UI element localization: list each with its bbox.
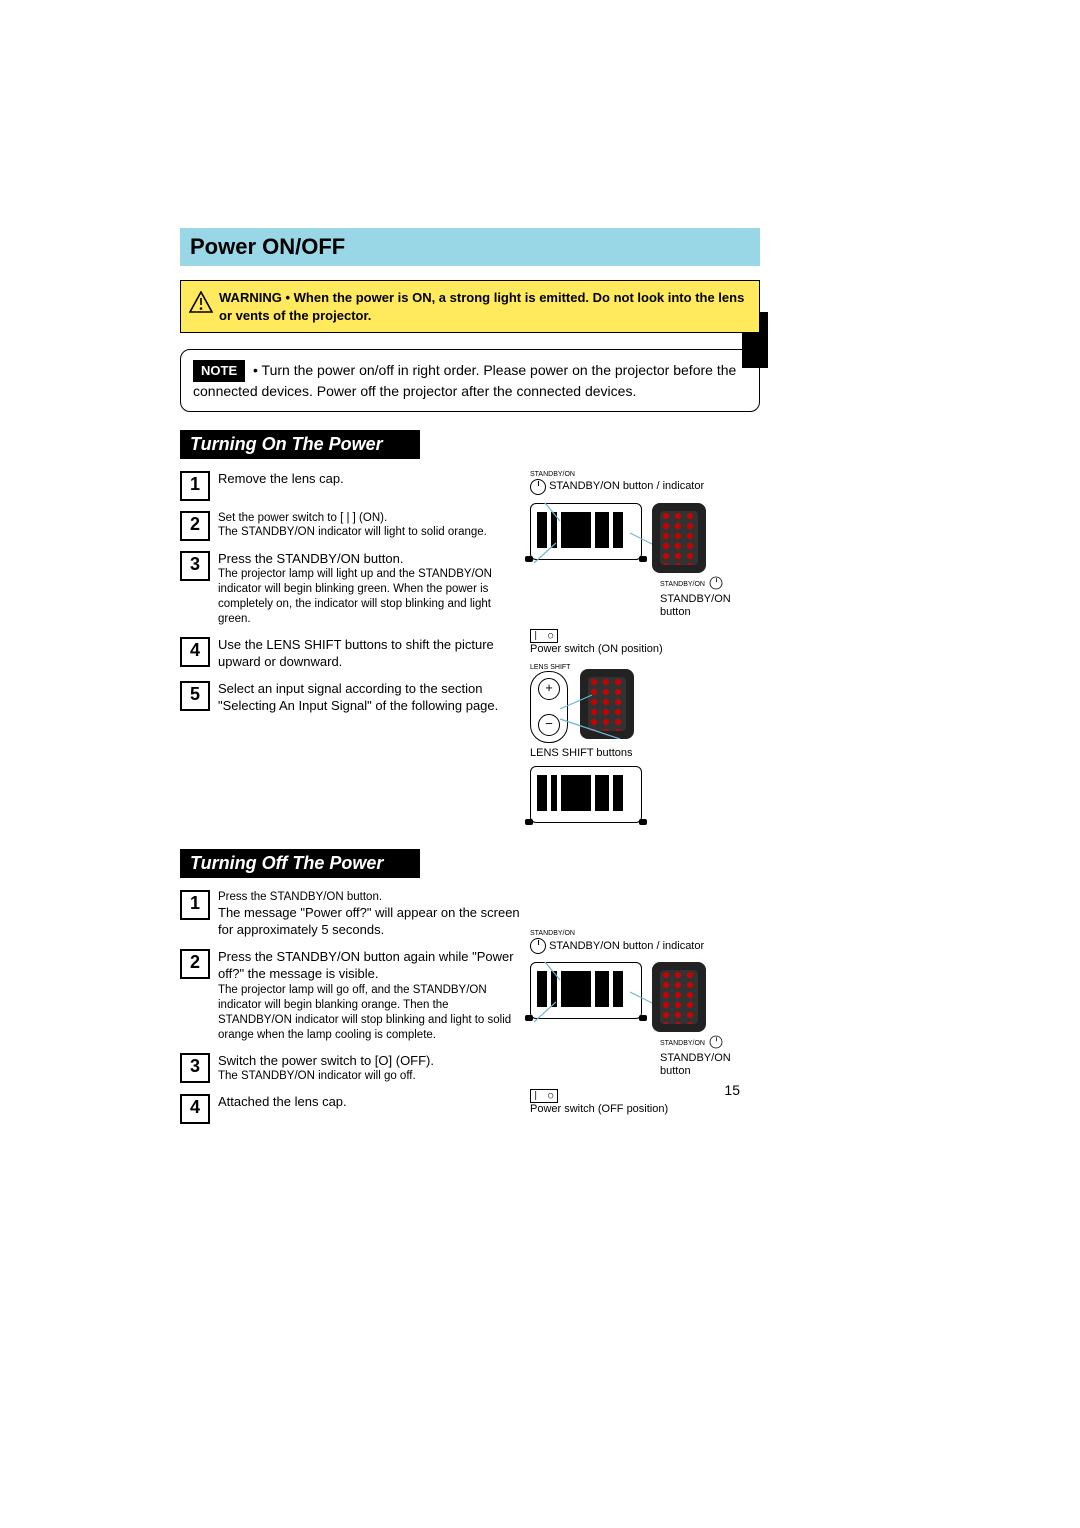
page-title: Power ON/OFF [180,228,760,266]
note-label: NOTE [193,360,245,382]
step-off-2: 2 Press the STANDBY/ON button again whil… [180,949,520,1043]
remote-icon [580,669,634,739]
step-text: Switch the power switch to [O] (OFF). Th… [218,1053,434,1085]
on-steps: 1 Remove the lens cap. 2 Set the power s… [180,467,520,832]
step-on-1: 1 Remove the lens cap. [180,471,520,501]
warning-text: WARNING • When the power is ON, a strong… [219,289,749,324]
standby-tiny-label: STANDBY/ON [530,930,575,937]
step-number: 3 [180,1053,210,1083]
standby-indicator-label: STANDBY/ON button / indicator [549,940,704,952]
standby-indicator-label: STANDBY/ON button / indicator [549,480,704,492]
remote-icon [652,503,706,573]
warning-box: WARNING • When the power is ON, a strong… [180,280,760,333]
step-text: Use the LENS SHIFT buttons to shift the … [218,637,520,671]
standby-icon [710,576,723,589]
projector-icon [530,766,642,823]
section-heading-off: Turning Off The Power [180,849,420,878]
step-number: 3 [180,551,210,581]
step-off-4: 4 Attached the lens cap. [180,1094,520,1124]
step-number: 1 [180,471,210,501]
content-area: Power ON/OFF WARNING • When the power is… [180,228,760,1134]
step-text: Attached the lens cap. [218,1094,347,1111]
standby-icon [530,938,546,954]
standby-icon [530,479,546,495]
standby-icon [710,1036,723,1049]
step-number: 4 [180,1094,210,1124]
projector-icon [530,962,642,1019]
step-text: Set the power switch to [ | ] (ON). The … [218,511,487,541]
standby-tiny-label: STANDBY/ON [660,580,705,587]
note-text: • Turn the power on/off in right order. … [193,362,736,399]
step-number: 2 [180,511,210,541]
step-text: Press the STANDBY/ON button. The message… [218,890,520,939]
step-number: 5 [180,681,210,711]
step-text: Press the STANDBY/ON button. The project… [218,551,520,628]
step-text: Remove the lens cap. [218,471,344,488]
standby-button-label: STANDBY/ON button [660,1052,740,1078]
step-off-1: 1 Press the STANDBY/ON button. The messa… [180,890,520,939]
step-number: 4 [180,637,210,667]
step-on-2: 2 Set the power switch to [ | ] (ON). Th… [180,511,520,541]
on-columns: 1 Remove the lens cap. 2 Set the power s… [180,467,760,832]
standby-tiny-label: STANDBY/ON [660,1040,705,1047]
power-switch-label: Power switch (OFF position) [530,1103,668,1115]
off-columns: 1 Press the STANDBY/ON button. The messa… [180,886,760,1134]
lens-shift-icon: +− [530,671,568,743]
step-number: 2 [180,949,210,979]
standby-button-label: STANDBY/ON button [660,593,740,619]
warning-body: • When the power is ON, a strong light i… [219,290,744,323]
power-switch-icon: | ○ [530,629,558,643]
step-text: Press the STANDBY/ON button again while … [218,949,520,1043]
on-illustration: STANDBY/ON STANDBY/ON button / indicator [520,467,760,832]
standby-tiny-label: STANDBY/ON [530,471,575,478]
lens-shift-tiny-label: LENS SHIFT [530,664,570,671]
page-number: 15 [724,1082,740,1098]
step-on-5: 5 Select an input signal according to th… [180,681,520,715]
power-switch-label: Power switch (ON position) [530,643,663,655]
step-on-4: 4 Use the LENS SHIFT buttons to shift th… [180,637,520,671]
step-on-3: 3 Press the STANDBY/ON button. The proje… [180,551,520,628]
step-off-3: 3 Switch the power switch to [O] (OFF). … [180,1053,520,1085]
lens-shift-label: LENS SHIFT buttons [530,747,760,760]
projector-icon [530,503,642,560]
power-switch-icon: | ○ [530,1089,558,1103]
section-heading-on: Turning On The Power [180,430,420,459]
warning-icon [189,291,213,318]
step-text: Select an input signal according to the … [218,681,520,715]
warning-label: WARNING [219,290,282,305]
manual-page: Power ON/OFF WARNING • When the power is… [0,0,1080,1528]
note-box: NOTE • Turn the power on/off in right or… [180,349,760,411]
remote-icon [652,962,706,1032]
step-number: 1 [180,890,210,920]
off-steps: 1 Press the STANDBY/ON button. The messa… [180,886,520,1134]
